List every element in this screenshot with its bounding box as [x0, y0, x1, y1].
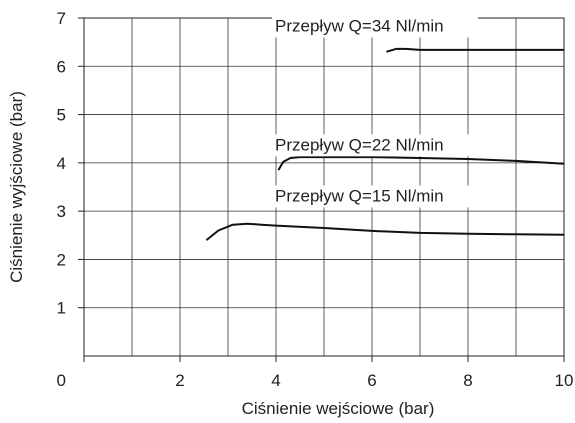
y-tick-label: 2	[57, 250, 66, 269]
y-tick-label: 3	[57, 202, 66, 221]
x-tick-label: 2	[175, 371, 184, 390]
series-label-background	[272, 134, 478, 157]
x-tick-label: 6	[367, 371, 376, 390]
y-tick-label: 1	[57, 299, 66, 318]
y-tick-label: 7	[57, 9, 66, 28]
y-tick-label: 4	[57, 154, 66, 173]
series-line	[277, 156, 565, 171]
x-tick-label: 4	[271, 371, 280, 390]
series-line	[205, 222, 565, 241]
series-label: Przepływ Q=15 Nl/min	[275, 186, 444, 205]
y-tick-label: 6	[57, 57, 66, 76]
series-label: Przepływ Q=34 Nl/min	[275, 17, 444, 36]
y-tick-label: 5	[57, 106, 66, 125]
x-tick-label: 8	[463, 371, 472, 390]
x-tick-label: 0	[57, 371, 66, 390]
y-axis-ticks: 1 2 3 4 5 6 7	[57, 9, 84, 318]
x-tick-label: 10	[555, 371, 574, 390]
x-axis-ticks: 0 2 4 6 8 10	[57, 356, 574, 390]
series-label-background	[272, 15, 478, 38]
series-label: Przepływ Q=22 Nl/min	[275, 135, 444, 154]
series-label-background	[272, 185, 478, 208]
series-group: Przepływ Q=34 Nl/min Przepływ Q=22 Nl/min…	[205, 15, 565, 241]
series-line	[386, 47, 564, 53]
x-axis-label: Ciśnienie wejściowe (bar)	[242, 399, 435, 418]
y-axis-label: Ciśnienie wyjściowe (bar)	[7, 91, 26, 283]
